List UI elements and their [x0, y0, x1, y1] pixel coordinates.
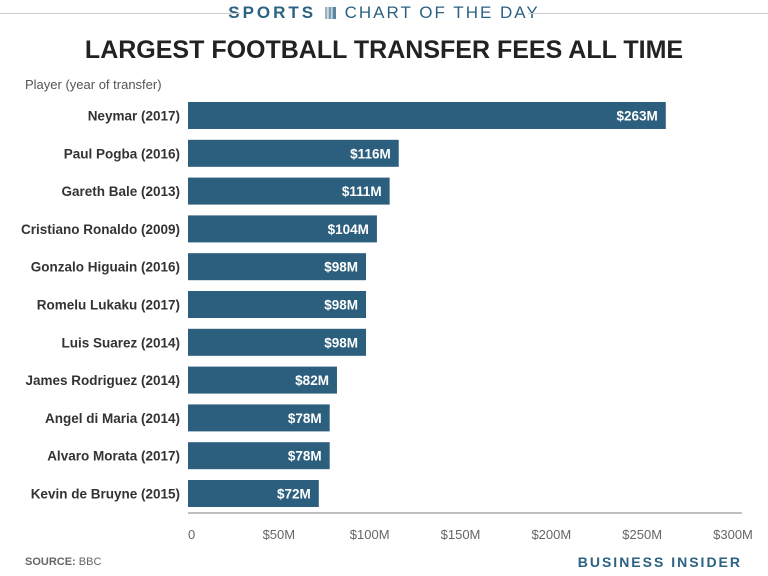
chart-of-day-label: CHART OF THE DAY: [344, 3, 540, 22]
bar: [188, 328, 367, 356]
section-label: SPORTS: [228, 3, 317, 22]
data-label: $72M: [277, 487, 311, 502]
data-label: $82M: [295, 373, 329, 388]
bar: [188, 102, 666, 129]
y-axis-label: Player (year of transfer): [25, 77, 162, 92]
bar: [188, 139, 399, 167]
brand-logo: BUSINESS INSIDER: [577, 554, 742, 570]
chart-title: LARGEST FOOTBALL TRANSFER FEES ALL TIME: [84, 36, 684, 64]
chart-header: SPORTS CHART OF THE DAY: [0, 3, 768, 23]
data-label: $116M: [350, 146, 391, 161]
bar-chart-icon: [324, 7, 336, 19]
category-label: Paul Pogba (2016): [64, 146, 180, 161]
bar: [188, 215, 377, 243]
data-label: $78M: [288, 449, 322, 464]
bar: [188, 366, 337, 394]
bar: [188, 253, 367, 281]
x-tick-label: $300M: [713, 527, 753, 542]
category-label: Neymar (2017): [88, 109, 180, 124]
category-label: Luis Suarez (2014): [61, 335, 180, 350]
data-label: $98M: [324, 260, 358, 275]
bar: [188, 480, 319, 507]
category-label: James Rodriguez (2014): [25, 373, 180, 388]
bar: [188, 291, 367, 318]
source-value: BBC: [78, 556, 102, 568]
data-label: $263M: [617, 109, 658, 124]
data-label: $98M: [324, 298, 358, 313]
x-tick-label: $250M: [622, 527, 662, 542]
data-label: $104M: [328, 222, 369, 237]
source-label: SOURCE:: [25, 556, 76, 568]
data-label: $111M: [342, 184, 382, 199]
category-label: Alvaro Morata (2017): [47, 449, 180, 464]
category-label: Cristiano Ronaldo (2009): [21, 222, 180, 237]
category-label: Angel di Maria (2014): [45, 411, 180, 426]
bar: [188, 404, 330, 432]
x-tick-label: $100M: [350, 527, 390, 542]
category-label: Romelu Lukaku (2017): [37, 298, 180, 313]
bar: [188, 442, 330, 470]
source-note: SOURCE: BBC: [25, 556, 101, 568]
category-label: Kevin de Bruyne (2015): [31, 487, 180, 502]
category-label: Gareth Bale (2013): [61, 184, 180, 199]
x-tick-label: $150M: [441, 527, 481, 542]
data-label: $78M: [288, 411, 322, 426]
category-label: Gonzalo Higuain (2016): [31, 260, 180, 275]
data-label: $98M: [324, 335, 358, 350]
x-tick-label: 0: [188, 527, 195, 542]
bar: [188, 177, 390, 205]
x-tick-label: $50M: [263, 527, 296, 542]
x-tick-label: $200M: [531, 527, 571, 542]
